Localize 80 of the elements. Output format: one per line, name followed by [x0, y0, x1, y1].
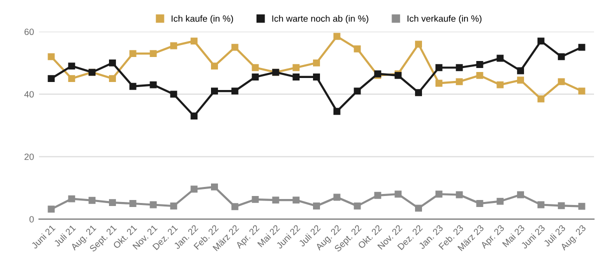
point: [415, 89, 422, 96]
y-tick-label: 20: [24, 154, 34, 160]
point: [476, 61, 484, 68]
point: [394, 190, 402, 198]
point: [517, 191, 524, 198]
point: [578, 88, 586, 95]
point: [496, 81, 504, 88]
point: [108, 199, 116, 206]
legend-label: Ich warte noch ab (in %): [272, 15, 368, 24]
point: [537, 95, 544, 102]
point: [48, 53, 55, 60]
y-tick-label: 60: [24, 28, 34, 36]
point: [435, 64, 442, 72]
point: [150, 50, 157, 58]
point: [435, 190, 442, 198]
point: [48, 206, 55, 213]
point: [333, 32, 340, 40]
point: [231, 203, 238, 210]
point: [292, 74, 300, 80]
point: [558, 202, 565, 210]
point: [456, 64, 463, 72]
point: [252, 74, 259, 80]
point: [415, 40, 422, 48]
point: [374, 192, 382, 199]
point: [231, 44, 238, 51]
point: [292, 196, 300, 204]
y-tick-label: 0: [29, 216, 34, 222]
point: [313, 202, 320, 210]
point: [231, 88, 238, 95]
point: [170, 90, 178, 98]
point: [435, 80, 442, 87]
point: [129, 200, 136, 207]
point: [150, 81, 157, 88]
point: [476, 200, 484, 207]
point: [537, 38, 544, 45]
point: [88, 196, 96, 204]
point: [354, 88, 361, 95]
point: [170, 42, 178, 50]
point: [496, 54, 504, 62]
point: [252, 196, 259, 203]
point: [415, 204, 422, 212]
point: [170, 202, 178, 210]
point: [292, 64, 300, 72]
point: [272, 196, 280, 204]
point: [578, 44, 586, 51]
point: [333, 194, 340, 201]
point: [333, 108, 340, 115]
point: [476, 72, 484, 79]
point: [354, 202, 361, 210]
point: [108, 59, 116, 66]
point: [211, 88, 218, 95]
legend-label: Ich verkaufe (in %): [408, 15, 482, 24]
point: [129, 50, 136, 58]
point: [68, 75, 76, 82]
point: [496, 198, 504, 205]
point: [558, 53, 565, 60]
point: [68, 62, 76, 70]
y-tick-label: 40: [24, 91, 34, 98]
point: [456, 191, 463, 198]
point: [537, 201, 544, 208]
point: [48, 75, 55, 82]
point: [313, 59, 320, 66]
point: [354, 45, 361, 52]
point: [517, 76, 524, 84]
point: [578, 202, 586, 210]
point: [68, 195, 76, 202]
point: [558, 78, 565, 86]
point: [190, 186, 198, 193]
point: [108, 75, 116, 82]
point: [313, 74, 320, 80]
point: [517, 67, 524, 74]
point: [190, 38, 198, 45]
point: [190, 112, 198, 120]
point: [211, 183, 218, 190]
point: [252, 64, 259, 72]
point: [456, 78, 463, 86]
point: [150, 201, 157, 208]
point: [211, 62, 218, 70]
legend-label: Ich kaufe (in %): [172, 15, 234, 24]
point: [129, 82, 136, 90]
